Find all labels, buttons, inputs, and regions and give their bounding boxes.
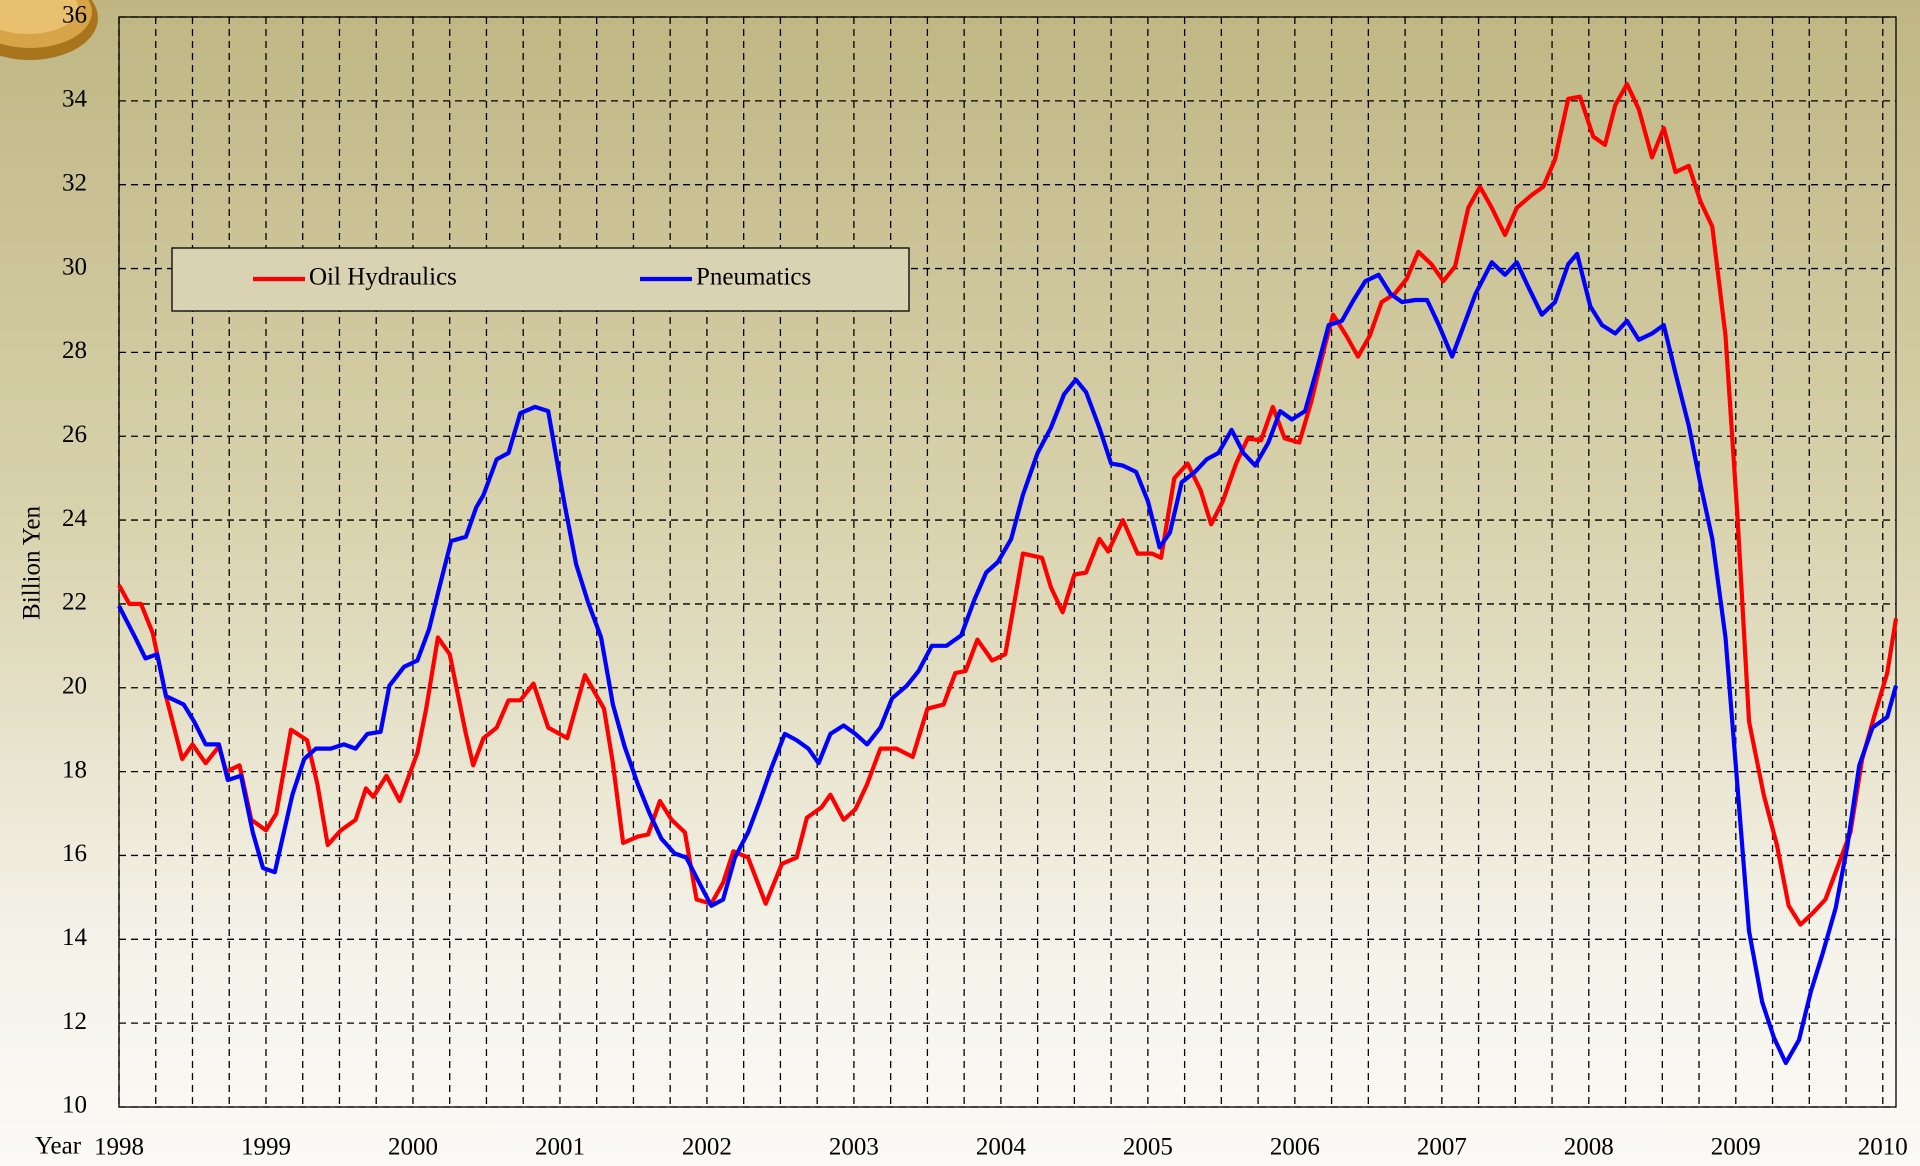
x-tick-label: 2001 [535,1134,585,1161]
data-line [117,251,1899,1066]
y-tick-label: 20 [62,673,87,700]
y-tick-label: 26 [62,421,87,448]
y-tick-label: 18 [62,756,87,783]
x-tick-label: 2002 [682,1134,732,1161]
legend-label: Oil Hydraulics [309,264,457,291]
x-tick-label: 2004 [976,1134,1027,1161]
data-line [117,82,1899,927]
x-tick-label: 2008 [1564,1134,1614,1161]
y-tick-label: 12 [62,1008,87,1035]
coin-decoration [0,0,98,60]
x-tick-label: 2007 [1417,1134,1467,1161]
y-tick-label: 34 [62,86,88,113]
y-tick-label: 10 [62,1092,87,1119]
x-tick-label: 2006 [1270,1134,1320,1161]
plot-frame [118,16,1897,1108]
x-tick-label: 2010 [1858,1134,1908,1161]
legend: Oil Hydraulics Pneumatics [171,247,910,312]
y-tick-label: 24 [62,505,88,532]
y-tick-label: 30 [62,253,87,280]
x-tick-label: 2009 [1711,1134,1761,1161]
y-tick-label: 32 [62,169,87,196]
y-axis-label: Billion Yen [19,506,46,620]
x-tick-label: 2005 [1123,1134,1173,1161]
x-axis-label: Year [35,1133,82,1160]
y-tick-label: 22 [62,589,87,616]
legend-label: Pneumatics [696,264,811,291]
x-tick-label: 2000 [388,1134,438,1161]
y-tick-label: 16 [62,840,87,867]
x-tick-label: 1998 [94,1134,144,1161]
x-tick-label: 1999 [241,1134,291,1161]
y-tick-label: 28 [62,337,87,364]
x-tick-label: 2003 [829,1134,879,1161]
y-tick-label: 14 [62,924,88,951]
y-tick-label: 36 [62,2,87,29]
